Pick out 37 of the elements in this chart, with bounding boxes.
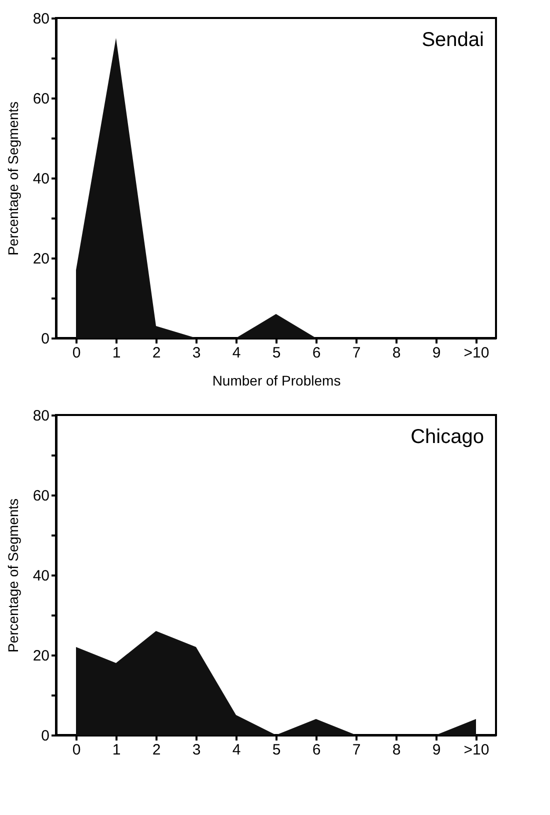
x-tick-label: 9 [432, 344, 441, 362]
y-tick-label: 60 [32, 488, 50, 504]
x-tick-label: 6 [312, 742, 321, 758]
x-tick-label: 7 [352, 344, 361, 362]
y-tick-label: 80 [32, 408, 50, 424]
text: Sendai [422, 29, 484, 51]
x-tick-label: 2 [152, 742, 161, 758]
x-tick-label: >10 [464, 742, 490, 758]
x-tick-label: 0 [72, 344, 81, 362]
x-tick-label: 8 [392, 742, 401, 758]
x-tick-label: 1 [112, 742, 121, 758]
x-tick-label: 2 [152, 344, 161, 362]
x-tick-label: 3 [192, 742, 201, 758]
x-tick-label: 4 [232, 742, 241, 758]
y-tick-label: 20 [32, 250, 50, 268]
x-tick-label: 8 [392, 344, 401, 362]
y-tick-label: 40 [32, 170, 50, 188]
x-tick-label: 3 [192, 344, 201, 362]
y-tick-label: 80 [32, 10, 50, 28]
x-tick-label: 9 [432, 742, 441, 758]
x-tick-label: 6 [312, 344, 321, 362]
x-tick-label: 5 [272, 742, 281, 758]
x-tick-label: 0 [72, 742, 81, 758]
y-tick-label: 20 [32, 648, 50, 664]
y-tick-label: 60 [32, 90, 50, 108]
y-axis-title: Percentage of Segments [4, 498, 21, 653]
x-tick-label: 5 [272, 344, 281, 362]
y-tick-label: 40 [32, 568, 50, 584]
x-tick-label: 1 [112, 344, 121, 362]
text: Chicago [410, 426, 484, 448]
y-axis-title: Percentage of Segments [4, 101, 21, 256]
x-axis-title: Number of Problems [212, 372, 341, 388]
y-tick-label: 0 [41, 330, 50, 348]
y-tick-label: 0 [41, 728, 50, 744]
x-tick-label: >10 [464, 344, 490, 362]
x-tick-label: 4 [232, 344, 241, 362]
x-tick-label: 7 [352, 742, 361, 758]
